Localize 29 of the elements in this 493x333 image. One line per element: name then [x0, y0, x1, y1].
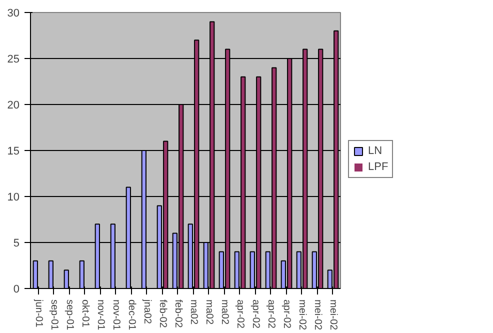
x-tick-label: ma02 — [218, 300, 230, 325]
y-tick-label: 10 — [7, 192, 20, 204]
y-tick-label: 25 — [7, 54, 20, 66]
x-tick-label: mei-02 — [327, 300, 338, 331]
x-tick-label: apr-02 — [250, 300, 261, 329]
x-tick-label: ma02 — [203, 300, 214, 325]
x-tick-label: apr-02 — [265, 300, 276, 329]
x-tick-label: apr-02 — [234, 300, 246, 329]
x-tick-label: ma02 — [188, 300, 199, 325]
x-tick-label: feb-02 — [172, 300, 184, 328]
x-tick-label: okt-01 — [79, 300, 90, 328]
x-tick-label: sep-01 — [48, 300, 60, 331]
x-tick-label: mei-02 — [296, 300, 308, 331]
legend-label: LPF — [368, 161, 388, 173]
y-tick-label: 20 — [7, 100, 20, 112]
y-tick-label: 15 — [7, 146, 20, 158]
x-tick-label: nov-01 — [110, 300, 122, 331]
x-tick-label: nov-01 — [94, 300, 106, 331]
x-tick-label: jun-01 — [32, 298, 44, 328]
x-tick-label: sep-01 — [64, 300, 75, 331]
x-tick-label: dec-01 — [126, 300, 137, 331]
y-tick-label: 0 — [13, 284, 20, 296]
x-tick-label: feb-02 — [156, 300, 168, 328]
x-tick-label: jna02 — [141, 298, 152, 324]
y-tick-label: 5 — [13, 238, 20, 250]
legend-label: LN — [368, 145, 384, 157]
y-tick-label: 30 — [7, 8, 20, 20]
x-tick-label: mei-02 — [312, 300, 323, 331]
x-tick-label: apr-02 — [280, 300, 292, 329]
